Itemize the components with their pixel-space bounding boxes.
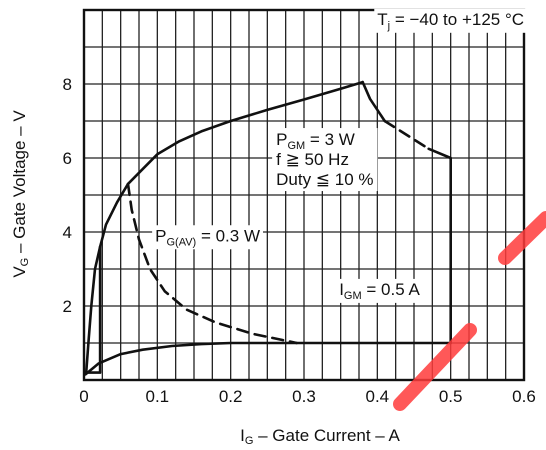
- curves: [84, 80, 452, 376]
- y-tick-label: 6: [63, 149, 72, 168]
- pgm-label: PGM = 3 W: [276, 130, 355, 152]
- igm-label: IGM = 0.5 A: [339, 280, 420, 302]
- tick-labels: 0 0.1 0.2 0.3 0.4 0.5 0.6 2 4 6 8: [63, 75, 536, 406]
- y-tick-label: 2: [63, 297, 72, 316]
- x-tick-label: 0: [79, 387, 88, 406]
- curve-segment: [84, 245, 102, 374]
- igm-annotation: IGM = 0.5 A: [336, 278, 424, 303]
- pgav-label: PG(AV) = 0.3 W: [155, 226, 260, 248]
- x-tick-label: 0.3: [292, 387, 316, 406]
- curve-segment: [126, 182, 298, 345]
- curve-segment: [84, 80, 364, 374]
- watermark-mark: [393, 211, 546, 411]
- y-tick-label: 8: [63, 75, 72, 94]
- pgav-annotation: PG(AV) = 0.3 W: [152, 225, 264, 250]
- plot-frame: [82, 8, 526, 382]
- y-tick-label: 4: [63, 223, 72, 242]
- curve-segment: [84, 341, 452, 376]
- x-tick-label: 0.1: [146, 387, 170, 406]
- curve-segment: [383, 119, 430, 151]
- pgm-annotation: PGM = 3 W f ≧ 50 Hz Duty ≦ 10 %: [272, 128, 378, 192]
- x-tick-label: 0.4: [366, 387, 390, 406]
- y-axis-label: VG – Gate Voltage – V: [10, 110, 31, 278]
- x-tick-label: 0.2: [219, 387, 243, 406]
- grid: [84, 10, 524, 380]
- x-tick-label: 0.5: [439, 387, 463, 406]
- temperature-range-label: Tj = −40 to +125 °C: [377, 10, 524, 32]
- duty-label: Duty ≦ 10 %: [276, 170, 373, 189]
- temperature-annotation: Tj = −40 to +125 °C: [374, 8, 528, 33]
- curve-segment: [361, 80, 386, 123]
- x-tick-label: 0.6: [512, 387, 536, 406]
- x-axis-label: IG – Gate Current – A: [240, 426, 400, 447]
- curve-segment: [427, 147, 452, 345]
- frequency-label: f ≧ 50 Hz: [276, 150, 349, 169]
